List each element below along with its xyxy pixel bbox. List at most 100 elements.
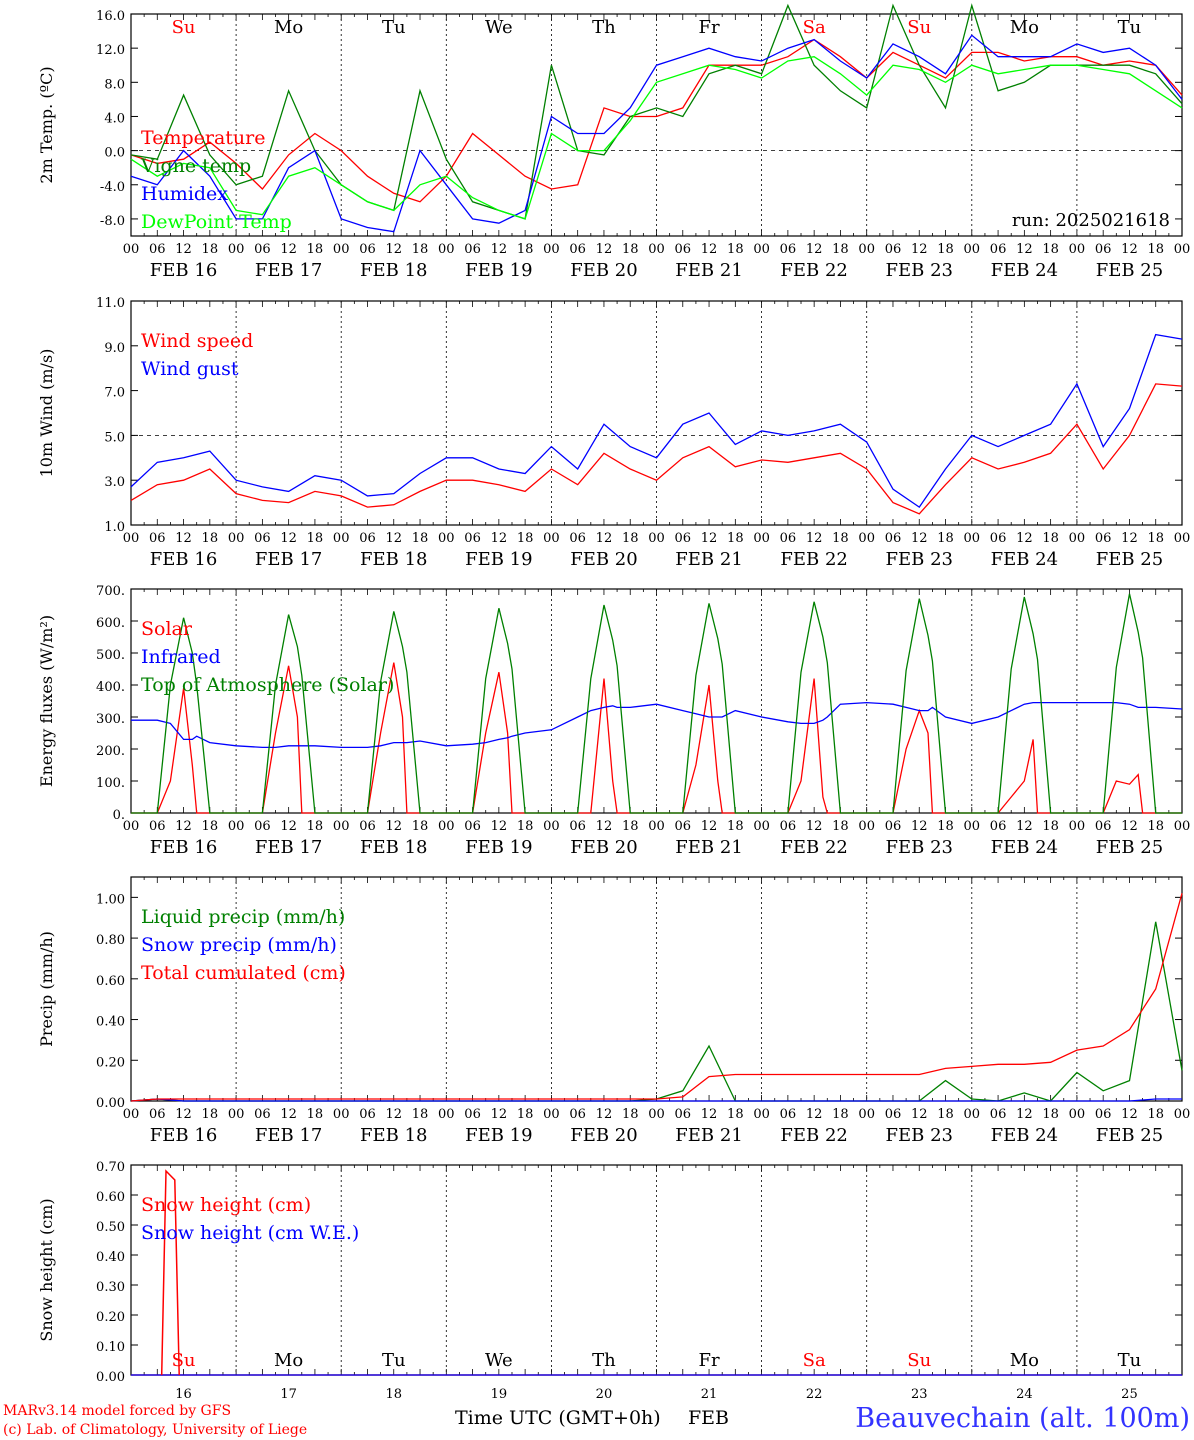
legend-entry: Infrared — [141, 646, 221, 668]
date-label: FEB 24 — [991, 837, 1058, 858]
y-tick-label: 300. — [96, 712, 125, 727]
x-tick-label: 00 — [648, 242, 665, 257]
date-label: FEB 17 — [255, 837, 322, 858]
date-label: FEB 25 — [1096, 837, 1163, 858]
x-tick-label: 12 — [280, 1107, 297, 1122]
x-tick-label: 00 — [228, 242, 245, 257]
x-tick-label: 00 — [228, 1107, 245, 1122]
x-tick-label: 06 — [780, 819, 797, 834]
x-tick-label: 06 — [885, 531, 902, 546]
x-tick-label: 18 — [202, 1107, 219, 1122]
weekday-label: Fr — [699, 1350, 720, 1371]
snow-spike — [160, 1169, 180, 1376]
x-tick-label: 18 — [412, 1107, 429, 1122]
x-tick-label: 12 — [1121, 242, 1138, 257]
x-tick-label: 12 — [806, 819, 823, 834]
x-tick-label: 12 — [175, 819, 192, 834]
x-tick-label: 18 — [202, 531, 219, 546]
weekday-label: Mo — [1010, 1350, 1039, 1371]
date-label: FEB 20 — [570, 549, 637, 570]
x-tick-label: 18 — [622, 531, 639, 546]
y-axis-label: Snow height (cm) — [37, 1198, 56, 1341]
y-tick-label: 0.80 — [96, 933, 125, 948]
legend-entry: Vigne temp — [140, 155, 251, 177]
date-label: FEB 24 — [991, 260, 1058, 281]
date-label: FEB 21 — [675, 549, 742, 570]
x-tick-label: 12 — [491, 819, 508, 834]
day-number: 18 — [385, 1387, 402, 1402]
x-tick-label: 18 — [937, 531, 954, 546]
weekday-label: We — [485, 1350, 513, 1371]
x-tick-label: 06 — [359, 531, 376, 546]
x-tick-label: 18 — [1042, 531, 1059, 546]
x-tick-label: 06 — [675, 242, 692, 257]
date-label: FEB 17 — [255, 1125, 322, 1146]
date-label: FEB 22 — [780, 837, 847, 858]
x-tick-label: 12 — [280, 819, 297, 834]
x-tick-label: 18 — [622, 1107, 639, 1122]
y-tick-label: 200. — [96, 744, 125, 759]
date-label: FEB 20 — [570, 837, 637, 858]
date-label: FEB 22 — [780, 1125, 847, 1146]
weekday-label: Th — [592, 1350, 616, 1371]
x-tick-label: 06 — [1095, 1107, 1112, 1122]
x-tick-label: 12 — [701, 1107, 718, 1122]
x-tick-label: 18 — [1042, 1107, 1059, 1122]
x-tick-label: 18 — [517, 242, 534, 257]
weekday-label: Mo — [274, 1350, 303, 1371]
date-label: FEB 22 — [780, 260, 847, 281]
x-tick-label: 18 — [727, 1107, 744, 1122]
series-line-3 — [131, 593, 1182, 814]
x-tick-label: 18 — [727, 531, 744, 546]
x-tick-label: 06 — [990, 1107, 1007, 1122]
x-tick-label: 00 — [648, 531, 665, 546]
date-label: FEB 23 — [886, 260, 953, 281]
date-label: FEB 21 — [675, 1125, 742, 1146]
x-tick-label: 06 — [464, 531, 481, 546]
x-tick-label: 18 — [412, 242, 429, 257]
y-axis-label: 10m Wind (m/s) — [37, 349, 56, 478]
x-tick-label: 00 — [1069, 531, 1086, 546]
x-tick-label: 06 — [885, 819, 902, 834]
x-tick-label: 18 — [937, 1107, 954, 1122]
weekday-label: Su — [907, 1350, 931, 1371]
x-tick-label: 12 — [1016, 531, 1033, 546]
x-tick-label: 12 — [701, 531, 718, 546]
x-tick-label: 00 — [543, 531, 560, 546]
x-tick-label: 12 — [491, 1107, 508, 1122]
y-tick-label: 0.30 — [96, 1280, 125, 1295]
x-tick-label: 00 — [1174, 819, 1191, 834]
y-tick-label: 0.20 — [96, 1055, 125, 1070]
x-tick-label: 18 — [307, 819, 324, 834]
x-tick-label: 06 — [780, 531, 797, 546]
x-tick-label: 12 — [1016, 1107, 1033, 1122]
y-tick-label: 1.0 — [104, 520, 125, 535]
x-tick-label: 00 — [858, 1107, 875, 1122]
x-tick-label: 18 — [727, 242, 744, 257]
date-label: FEB 16 — [150, 549, 217, 570]
x-tick-label: 12 — [911, 242, 928, 257]
x-tick-label: 00 — [858, 819, 875, 834]
x-tick-label: 06 — [675, 1107, 692, 1122]
weekday-label: We — [485, 17, 513, 38]
y-tick-label: 12.0 — [96, 43, 125, 58]
x-tick-label: 18 — [832, 242, 849, 257]
y-tick-label: 700. — [96, 584, 125, 599]
run-annotation: run: 2025021618 — [1012, 210, 1170, 231]
x-tick-label: 18 — [622, 819, 639, 834]
x-tick-label: 06 — [885, 1107, 902, 1122]
x-tick-label: 06 — [675, 819, 692, 834]
y-tick-label: 400. — [96, 680, 125, 695]
x-tick-label: 00 — [438, 531, 455, 546]
x-tick-label: 06 — [990, 819, 1007, 834]
x-tick-label: 12 — [385, 819, 402, 834]
x-tick-label: 00 — [753, 242, 770, 257]
x-tick-label: 00 — [123, 1107, 140, 1122]
footer-credit-1: MARv3.14 model forced by GFS — [3, 1403, 231, 1419]
legend-entry: Wind speed — [141, 330, 253, 352]
weekday-label: Tu — [1118, 17, 1142, 38]
y-tick-label: 1.00 — [96, 892, 125, 907]
x-tick-label: 00 — [123, 531, 140, 546]
weekday-label: Sa — [803, 1350, 826, 1371]
x-tick-label: 18 — [937, 242, 954, 257]
